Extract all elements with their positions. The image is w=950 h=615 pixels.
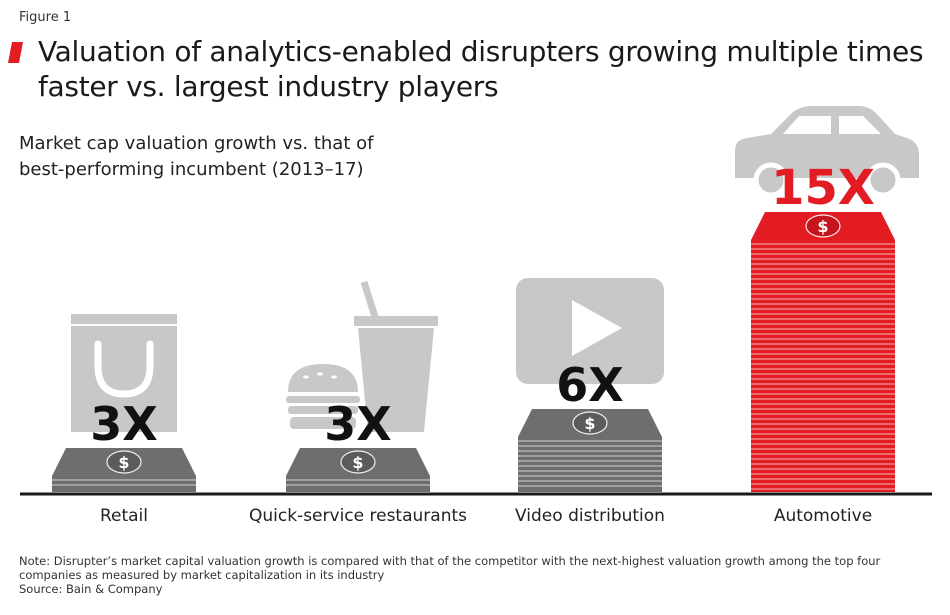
value-label: 3X [90,397,157,451]
bar-group-automotive: $15X Automotive [735,106,919,526]
bar-0: $ [52,448,196,492]
value-label: 15X [771,160,875,216]
category-label: Video distribution [515,506,665,526]
bar-group-video-distribution: $6X Video distribution [515,278,665,526]
value-label: 6X [556,358,623,412]
figure-label: Figure 1 [19,10,72,25]
dollar-sign-icon: $ [584,414,595,433]
car-icon [735,106,919,198]
category-label: Retail [100,506,148,526]
burger-and-drink-icon [286,280,438,432]
chart-note: Note: Disrupter’s market capital valuati… [19,554,881,582]
bar-3: $ [751,212,895,492]
shopping-bag-icon [71,314,177,432]
dollar-sign-icon: $ [817,217,828,236]
bar-group-quick-service-restaurants: $3X Quick-service restaurants [249,280,467,526]
value-label: 3X [324,397,391,451]
dollar-sign-icon: $ [118,453,129,472]
chart-title: Valuation of analytics-enabled disrupter… [38,35,924,103]
video-play-icon [516,278,664,384]
bar-2: $ [518,409,662,492]
chart-subtitle: Market cap valuation growth vs. that of … [19,133,374,180]
category-label: Quick-service restaurants [249,506,467,526]
category-label: Automotive [774,506,872,526]
chart-source: Source: Bain & Company [19,582,163,596]
title-accent-mark [8,42,23,63]
bar-1: $ [286,448,430,492]
bar-group-retail: $3X Retail [52,314,196,526]
dollar-sign-icon: $ [352,453,363,472]
